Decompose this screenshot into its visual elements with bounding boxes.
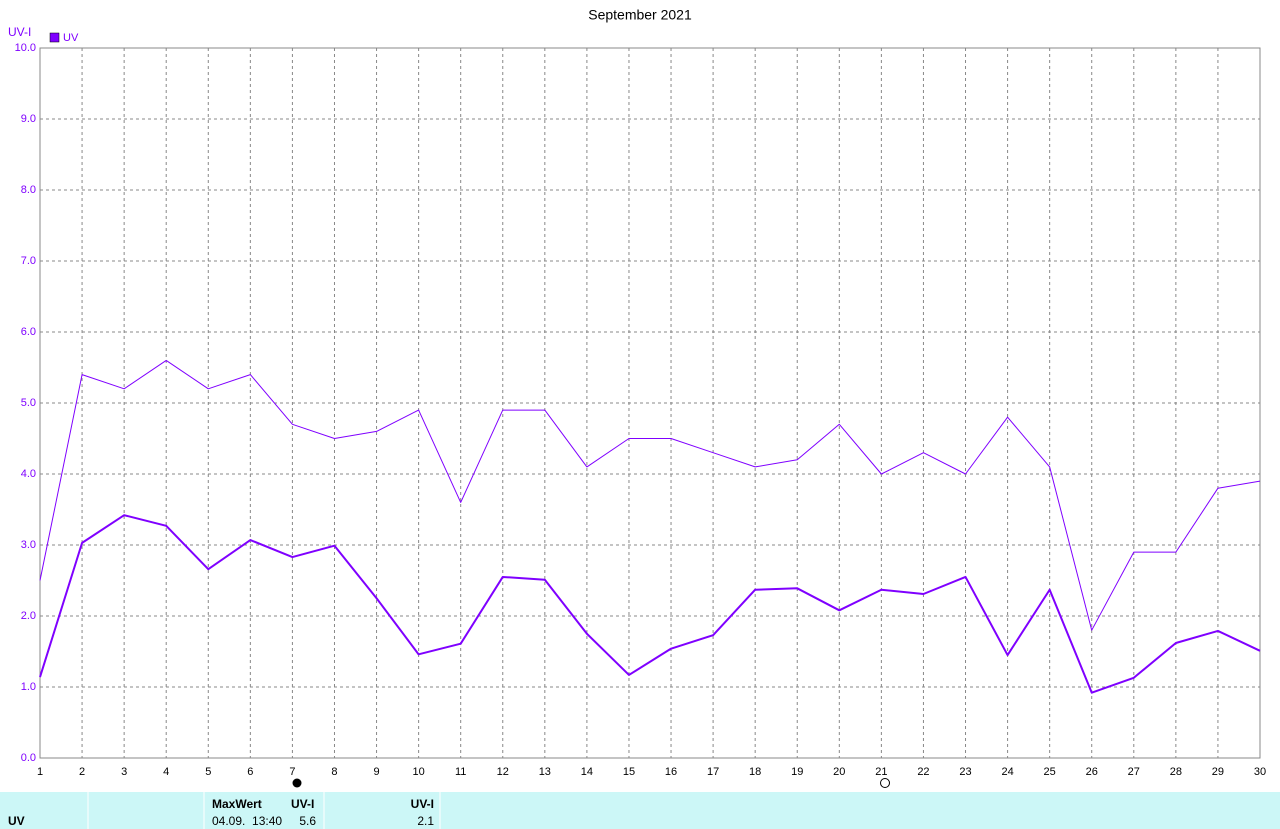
y-tick-label: 0.0 xyxy=(21,752,36,764)
footer-max-time: 04.09. 13:40 xyxy=(212,814,282,828)
x-tick-label: 3 xyxy=(121,766,127,778)
x-tick-label: 5 xyxy=(205,766,211,778)
x-tick-label: 21 xyxy=(875,766,887,778)
y-axis-label: UV-I xyxy=(8,25,31,39)
x-tick-label: 29 xyxy=(1212,766,1224,778)
x-tick-label: 26 xyxy=(1086,766,1098,778)
series-line xyxy=(39,359,1261,631)
y-tick-label: 10.0 xyxy=(15,42,36,54)
x-tick-label: 22 xyxy=(917,766,929,778)
y-tick-label: 1.0 xyxy=(21,681,36,693)
x-tick-label: 12 xyxy=(497,766,509,778)
x-tick-label: 30 xyxy=(1254,766,1266,778)
x-tick-label: 9 xyxy=(373,766,379,778)
x-tick-label: 1 xyxy=(37,766,43,778)
x-tick-label: 14 xyxy=(581,766,593,778)
y-tick-label: 3.0 xyxy=(21,539,36,551)
x-tick-label: 24 xyxy=(1001,766,1013,778)
y-tick-label: 6.0 xyxy=(21,326,36,338)
footer-series: UV xyxy=(8,814,25,828)
x-tick-label: 4 xyxy=(163,766,169,778)
y-tick-label: 5.0 xyxy=(21,397,36,409)
x-tick-label: 20 xyxy=(833,766,845,778)
x-tick-label: 17 xyxy=(707,766,719,778)
x-tick-label: 25 xyxy=(1044,766,1056,778)
footer: UV MaxWert UV-I 04.09. 13:40 5.6 UV-I 2.… xyxy=(8,792,441,829)
x-tick-label: 27 xyxy=(1128,766,1140,778)
footer-max-header: MaxWert xyxy=(212,797,262,811)
plot-border xyxy=(39,47,1261,759)
x-tick-label: 23 xyxy=(959,766,971,778)
moon-new xyxy=(880,778,890,788)
x-tick-label: 7 xyxy=(289,766,295,778)
x-tick-label: 15 xyxy=(623,766,635,778)
x-tick-label: 8 xyxy=(331,766,337,778)
footer-avg-value: 2.1 xyxy=(417,814,434,828)
series-line xyxy=(39,514,1261,694)
x-tick-label: 19 xyxy=(791,766,803,778)
x-tick-label: 16 xyxy=(665,766,677,778)
footer-avg-unit: UV-I xyxy=(411,797,434,811)
y-tick-label: 2.0 xyxy=(21,610,36,622)
footer-bar xyxy=(0,792,1280,829)
x-tick-label: 13 xyxy=(539,766,551,778)
legend-swatch xyxy=(49,32,60,43)
x-tick-label: 11 xyxy=(455,766,466,778)
chart-title: September 2021 xyxy=(588,7,692,23)
moon-full xyxy=(292,778,302,788)
y-tick-label: 7.0 xyxy=(21,255,36,267)
x-tick-label: 2 xyxy=(79,766,85,778)
y-tick-label: 8.0 xyxy=(21,184,36,196)
footer-max-value: 5.6 xyxy=(299,814,316,828)
x-tick-label: 10 xyxy=(412,766,424,778)
x-tick-label: 6 xyxy=(247,766,253,778)
legend-label: UV xyxy=(63,32,79,44)
x-tick-label: 28 xyxy=(1170,766,1182,778)
x-tick-label: 18 xyxy=(749,766,761,778)
y-tick-label: 4.0 xyxy=(21,468,36,480)
y-tick-label: 9.0 xyxy=(21,113,36,125)
footer-max-unit: UV-I xyxy=(291,797,314,811)
